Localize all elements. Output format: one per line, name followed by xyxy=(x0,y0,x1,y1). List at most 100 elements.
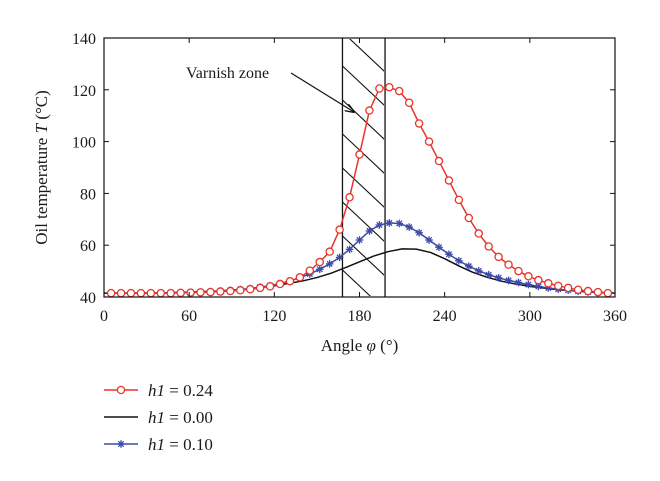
data-point xyxy=(603,288,613,297)
data-point xyxy=(176,288,185,297)
x-tick-label: 300 xyxy=(518,308,542,325)
legend-marker xyxy=(117,440,125,448)
legend-label: h1 = 0.10 xyxy=(148,435,213,454)
data-point xyxy=(484,270,493,279)
hatch-line xyxy=(342,65,384,106)
data-point xyxy=(375,84,384,93)
hatch-line xyxy=(342,133,384,174)
data-point xyxy=(265,282,275,291)
data-point xyxy=(414,119,424,128)
x-tick-label: 60 xyxy=(181,308,197,325)
data-point xyxy=(315,257,325,267)
x-axis-title: Angle φ (°) xyxy=(321,336,399,355)
legend-item: h1 = 0.00 xyxy=(104,408,213,427)
data-point xyxy=(196,288,205,297)
varnish-zone xyxy=(341,0,386,297)
data-point xyxy=(385,82,394,92)
data-point xyxy=(454,195,464,205)
data-point xyxy=(504,276,513,285)
hatch-line xyxy=(342,167,384,208)
y-tick-label: 120 xyxy=(72,83,96,100)
series-0-24 xyxy=(106,82,613,297)
legend: h1 = 0.24 h1 = 0.00 h1 = 0.10 xyxy=(104,381,213,454)
data-point xyxy=(325,247,334,256)
data-point xyxy=(504,260,513,269)
data-point xyxy=(226,286,235,296)
x-tick-label: 240 xyxy=(433,308,457,325)
axis-ticks: 0 60 120 180 240 300 360 40 60 80 100 120 140 xyxy=(72,31,627,325)
y-axis-title: Oil temperature T (°C) xyxy=(32,90,51,245)
data-point xyxy=(445,250,453,259)
data-point xyxy=(275,279,285,289)
data-point xyxy=(415,228,423,237)
data-point xyxy=(285,276,295,286)
data-point xyxy=(563,283,573,293)
data-point xyxy=(385,219,394,227)
data-point xyxy=(464,213,474,223)
data-point xyxy=(534,282,543,291)
data-point xyxy=(434,156,444,166)
data-point xyxy=(573,285,583,294)
hatch-line xyxy=(342,201,384,242)
data-point xyxy=(394,86,404,96)
data-point xyxy=(126,288,136,297)
series-layer xyxy=(104,82,615,297)
data-point xyxy=(345,193,354,202)
legend-label: h1 = 0.24 xyxy=(148,381,213,400)
data-point xyxy=(116,288,126,297)
data-point xyxy=(255,283,265,293)
data-point xyxy=(544,279,553,288)
data-point xyxy=(474,267,483,275)
y-tick-label: 100 xyxy=(72,135,96,152)
data-point xyxy=(375,221,384,229)
legend-item: h1 = 0.10 xyxy=(104,435,213,454)
data-point xyxy=(593,287,603,297)
data-point xyxy=(365,227,374,235)
data-point xyxy=(395,219,404,228)
data-point xyxy=(335,225,344,234)
varnish-zone-arrow xyxy=(290,72,354,112)
data-point xyxy=(514,278,523,287)
data-point xyxy=(405,223,413,231)
data-point xyxy=(335,253,344,262)
series-line xyxy=(111,222,608,294)
x-tick-label: 180 xyxy=(348,308,372,325)
data-point xyxy=(474,229,483,238)
y-tick-label: 140 xyxy=(72,31,96,48)
data-point xyxy=(425,236,433,244)
hatch-line xyxy=(342,269,371,296)
data-point xyxy=(484,242,493,251)
data-point xyxy=(216,287,225,296)
data-point xyxy=(404,98,414,108)
hatch-line xyxy=(342,0,385,38)
data-point xyxy=(553,281,563,291)
legend-marker xyxy=(116,385,126,395)
data-point xyxy=(106,288,116,297)
data-point xyxy=(455,256,463,265)
data-point xyxy=(464,262,473,270)
data-point xyxy=(494,252,503,262)
data-point xyxy=(236,286,245,295)
data-point xyxy=(365,106,374,115)
data-point xyxy=(524,280,533,289)
plot-frame xyxy=(103,37,616,298)
data-point xyxy=(305,266,315,275)
data-point xyxy=(424,137,434,146)
x-tick-label: 0 xyxy=(100,308,108,325)
x-tick-label: 120 xyxy=(262,308,286,325)
data-point xyxy=(295,273,305,282)
legend-label: h1 = 0.00 xyxy=(148,408,213,427)
data-point xyxy=(245,284,255,294)
data-point xyxy=(494,274,503,282)
data-point xyxy=(583,286,593,296)
y-tick-label: 80 xyxy=(80,186,96,203)
data-point xyxy=(166,288,175,297)
data-point xyxy=(514,266,523,276)
data-point xyxy=(325,260,334,268)
data-point xyxy=(444,176,454,185)
varnish-zone-label: Varnish zone xyxy=(186,65,269,82)
y-tick-label: 40 xyxy=(80,290,96,307)
data-point xyxy=(146,288,156,297)
data-point xyxy=(315,265,324,274)
